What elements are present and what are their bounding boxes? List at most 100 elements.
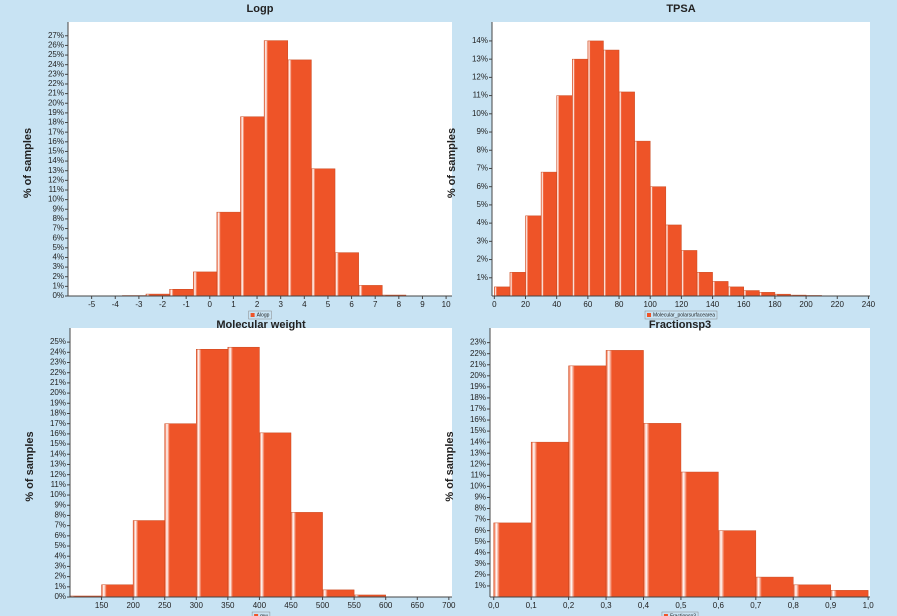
x-tick-label: 0,1 (526, 601, 538, 610)
y-tick-label: 2% (52, 272, 64, 281)
x-tick-label: 3 (278, 300, 283, 309)
x-tick-label: 140 (706, 300, 720, 309)
bar (568, 365, 607, 598)
bar (509, 272, 526, 297)
x-tick-label: 0 (492, 300, 497, 309)
bar (196, 349, 229, 598)
chart-title: Logp (247, 3, 274, 15)
bar (603, 49, 620, 297)
y-tick-label: 19% (470, 382, 486, 391)
x-tick-label: 500 (316, 601, 330, 610)
y-tick-label: 17% (48, 127, 64, 136)
x-tick-label: -4 (112, 300, 120, 309)
legend-swatch (254, 614, 259, 616)
y-tick-label: 8% (52, 214, 64, 223)
bar (727, 286, 744, 297)
bar (164, 423, 197, 598)
x-tick-label: -2 (159, 300, 167, 309)
y-tick-label: 15% (48, 147, 64, 156)
y-tick-label: 3% (52, 262, 64, 271)
x-tick-label: 5 (326, 300, 331, 309)
bar (192, 271, 218, 297)
chart-title: Fractionsp3 (649, 319, 711, 331)
bar (830, 590, 869, 598)
y-tick-label: 14% (472, 36, 488, 45)
y-tick-label: 5% (52, 243, 64, 252)
y-tick-label: 12% (472, 72, 488, 81)
bar (358, 285, 383, 297)
y-tick-label: 11% (471, 470, 486, 479)
bar (322, 589, 355, 598)
x-tick-label: 300 (190, 601, 204, 610)
x-tick-label: 220 (831, 300, 845, 309)
x-tick-label: 600 (379, 601, 393, 610)
x-tick-label: 100 (644, 300, 658, 309)
y-tick-label: 24% (50, 347, 66, 356)
bar (169, 289, 194, 297)
bar (530, 441, 569, 598)
x-tick-label: 0 (208, 300, 213, 309)
y-tick-label: 15% (470, 426, 486, 435)
y-tick-label: 21% (50, 378, 66, 387)
y-tick-label: 7% (474, 515, 486, 524)
x-tick-label: 0,9 (825, 601, 837, 610)
x-tick-label: 0,0 (488, 601, 500, 610)
y-tick-label: 21% (48, 89, 64, 98)
x-tick-label: 0,8 (788, 601, 800, 610)
bar (643, 423, 682, 598)
y-tick-label: 8% (474, 504, 486, 513)
bar (572, 58, 589, 297)
y-tick-label: 4% (52, 253, 64, 262)
bar (493, 522, 532, 598)
y-tick-label: 7% (54, 521, 66, 530)
x-tick-label: 9 (420, 300, 425, 309)
x-tick-label: 4 (302, 300, 307, 309)
y-tick-label: 25% (48, 50, 64, 59)
y-tick-label: 12% (50, 470, 66, 479)
legend-label: Fractionsp3 (670, 613, 696, 616)
y-tick-label: 10% (50, 490, 66, 499)
bar (649, 186, 667, 297)
y-tick-label: 18% (48, 118, 64, 127)
x-tick-label: 6 (349, 300, 354, 309)
bar (290, 512, 323, 598)
bar (755, 576, 794, 598)
y-tick-label: 14% (50, 449, 66, 458)
bar (759, 292, 776, 297)
y-tick-label: 1% (54, 582, 66, 591)
y-tick-label: 18% (470, 393, 486, 402)
x-tick-label: 400 (253, 601, 267, 610)
bar (618, 91, 635, 297)
y-tick-label: 16% (48, 137, 64, 146)
y-tick-label: 16% (470, 415, 486, 424)
x-tick-label: 200 (126, 601, 140, 610)
y-tick-label: 22% (50, 368, 66, 377)
x-tick-label: 20 (521, 300, 530, 309)
y-tick-label: 5% (54, 541, 66, 550)
x-tick-label: 250 (158, 601, 172, 610)
chart-title: Molecular weight (216, 319, 306, 331)
bar (525, 215, 542, 297)
bar (743, 290, 760, 297)
y-tick-label: 8% (476, 145, 488, 154)
bar (696, 272, 713, 297)
y-tick-label: 12% (470, 459, 486, 468)
legend-label: Molecular_polarsurfacearea (653, 312, 715, 318)
bar (311, 168, 336, 297)
x-tick-label: 0,3 (600, 601, 612, 610)
y-tick-label: 20% (48, 98, 64, 107)
y-tick-label: 27% (48, 31, 64, 40)
y-tick-label: 3% (476, 236, 488, 245)
y-tick-label: 8% (54, 511, 66, 520)
y-tick-label: 4% (474, 548, 486, 557)
x-tick-label: 650 (411, 601, 425, 610)
bar (793, 584, 831, 598)
y-tick-label: 15% (50, 439, 66, 448)
bar (587, 40, 604, 297)
x-tick-label: 200 (799, 300, 813, 309)
bar (718, 530, 757, 598)
bar (634, 140, 651, 297)
y-tick-label: 4% (476, 218, 488, 227)
bar (101, 584, 134, 598)
y-tick-label: 0% (54, 592, 66, 601)
